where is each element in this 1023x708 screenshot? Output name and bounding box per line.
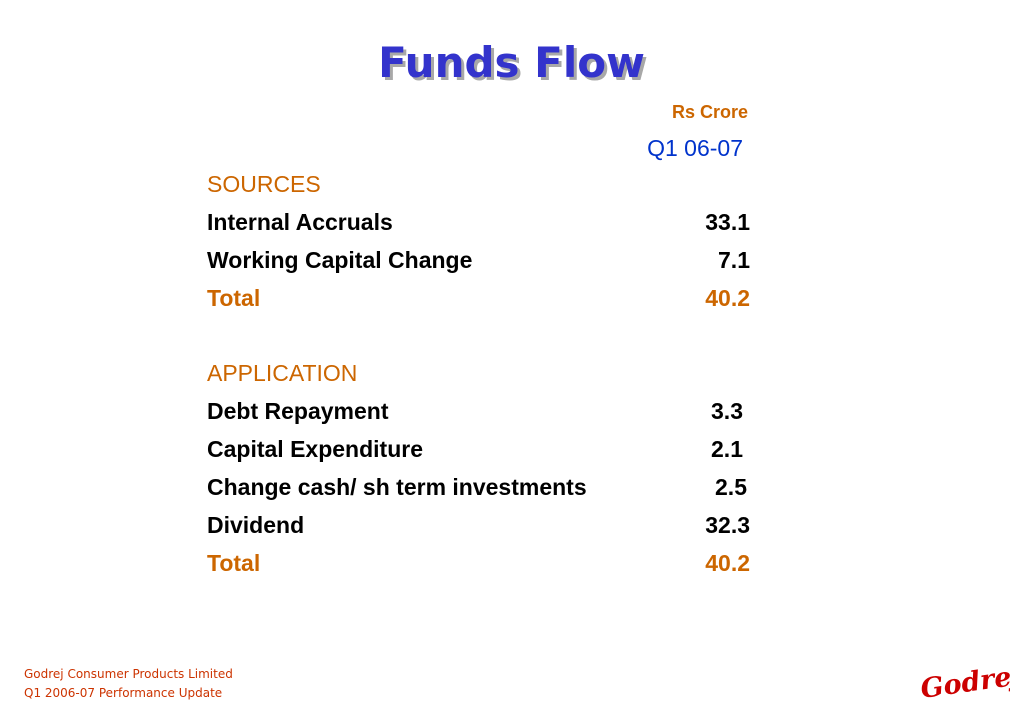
row-label: Internal Accruals	[207, 209, 393, 235]
sources-heading: SOURCES	[207, 171, 750, 201]
footer-company: Godrej Consumer Products Limited	[24, 667, 233, 681]
total-label: Total	[207, 285, 261, 311]
application-total-row: Total 40.2	[207, 550, 750, 580]
total-value: 40.2	[705, 550, 750, 576]
period-header: Q1 06-07	[647, 135, 743, 161]
table-row: Working Capital Change 7.1	[207, 247, 750, 277]
row-value: 7.1	[718, 247, 750, 273]
unit-label: Rs Crore	[671, 102, 748, 122]
sources-heading-label: SOURCES	[207, 171, 321, 197]
table-row: Debt Repayment 3.3	[207, 398, 750, 428]
total-value: 40.2	[705, 285, 750, 311]
footer-update: Q1 2006-07 Performance Update	[24, 686, 223, 700]
table-row: Internal Accruals 33.1	[207, 209, 750, 239]
row-label: Working Capital Change	[207, 247, 473, 273]
row-value: 2.5	[715, 474, 747, 500]
page-title: Funds Flow	[378, 38, 645, 87]
application-heading-label: APPLICATION	[207, 360, 358, 386]
table-row: Capital Expenditure 2.1	[207, 436, 750, 466]
godrej-logo: Godrej	[919, 660, 1010, 704]
row-label: Dividend	[207, 512, 305, 538]
table-row: Change cash/ sh term investments 2.5	[207, 474, 750, 504]
row-label: Capital Expenditure	[207, 436, 423, 462]
sources-total-row: Total 40.2	[207, 285, 750, 315]
row-value: 33.1	[705, 209, 750, 235]
row-value: 32.3	[705, 512, 750, 538]
logo-text: Godrej	[919, 660, 1010, 704]
table-row: Dividend 32.3	[207, 512, 750, 542]
row-label: Change cash/ sh term investments	[207, 474, 587, 500]
row-value: 3.3	[711, 398, 743, 424]
application-heading: APPLICATION	[207, 360, 750, 390]
row-label: Debt Repayment	[207, 398, 389, 424]
total-label: Total	[207, 550, 261, 576]
row-value: 2.1	[711, 436, 743, 462]
